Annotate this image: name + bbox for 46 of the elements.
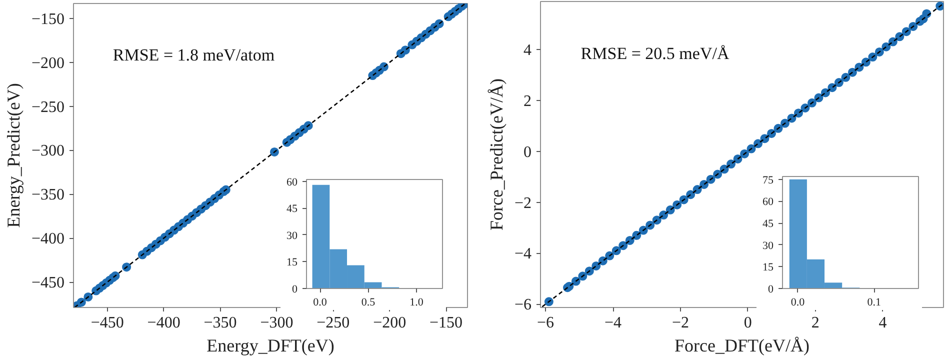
annotation: RMSE = 20.5 meV/Å — [580, 44, 730, 64]
y-tick-label: 15 — [762, 262, 774, 274]
y-tick-label: −4 — [514, 246, 532, 263]
y-tick-label: −200 — [31, 54, 65, 72]
y-tick-label: −150 — [31, 10, 65, 28]
y-tick-label: 0 — [524, 144, 532, 161]
y-tick-label: 60 — [286, 176, 298, 188]
x-tick-label: −4 — [604, 314, 622, 332]
x-tick-label: −400 — [147, 314, 180, 332]
y-tick-label: −2 — [514, 194, 532, 212]
x-tick-label: −6 — [537, 314, 554, 332]
y-tick-label: 60 — [762, 196, 774, 208]
x-tick-label: −2 — [672, 314, 689, 332]
y-axis-title: Force_Predict(eV/Å) — [486, 78, 506, 230]
x-tick-label: 1.0 — [410, 296, 424, 308]
y-tick-label: −300 — [31, 142, 65, 160]
x-tick-label: −150 — [430, 314, 463, 332]
x-tick-label: 0.5 — [361, 296, 376, 308]
y-tick-label: −350 — [31, 186, 65, 204]
y-tick-label: 45 — [286, 203, 298, 216]
x-tick-label: 0.1 — [867, 296, 882, 308]
x-tick-label: 2 — [811, 314, 820, 332]
annotation: RMSE = 1.8 meV/atom — [112, 46, 275, 65]
y-tick-label: 15 — [286, 256, 298, 269]
y-tick-label: 2 — [524, 92, 532, 110]
x-axis-title: Force_DFT(eV/Å) — [674, 336, 810, 356]
x-tick-label: 0 — [744, 314, 752, 332]
x-tick-label: −250 — [316, 314, 350, 332]
y-tick-label: 30 — [762, 240, 774, 252]
x-axis-title: Energy_DFT(eV) — [206, 336, 334, 356]
y-tick-label: 0 — [768, 284, 774, 296]
y-tick-label: 4 — [524, 42, 532, 59]
x-tick-label: 4 — [878, 314, 887, 332]
x-tick-label: −450 — [90, 314, 124, 332]
y-tick-label: −400 — [31, 230, 65, 248]
y-axis-title: Energy_Predict(eV) — [3, 83, 24, 228]
y-tick-label: 0 — [292, 284, 298, 296]
y-tick-label: 45 — [762, 218, 774, 230]
x-tick-label: 0.0 — [790, 296, 806, 308]
x-tick-label: 0.0 — [313, 296, 328, 308]
y-tick-label: −250 — [31, 98, 65, 116]
x-tick-label: −350 — [204, 314, 237, 332]
y-tick-label: 75 — [762, 174, 774, 186]
x-tick-label: −200 — [373, 314, 406, 332]
y-tick-label: 30 — [286, 230, 298, 242]
y-tick-label: −450 — [31, 274, 65, 292]
